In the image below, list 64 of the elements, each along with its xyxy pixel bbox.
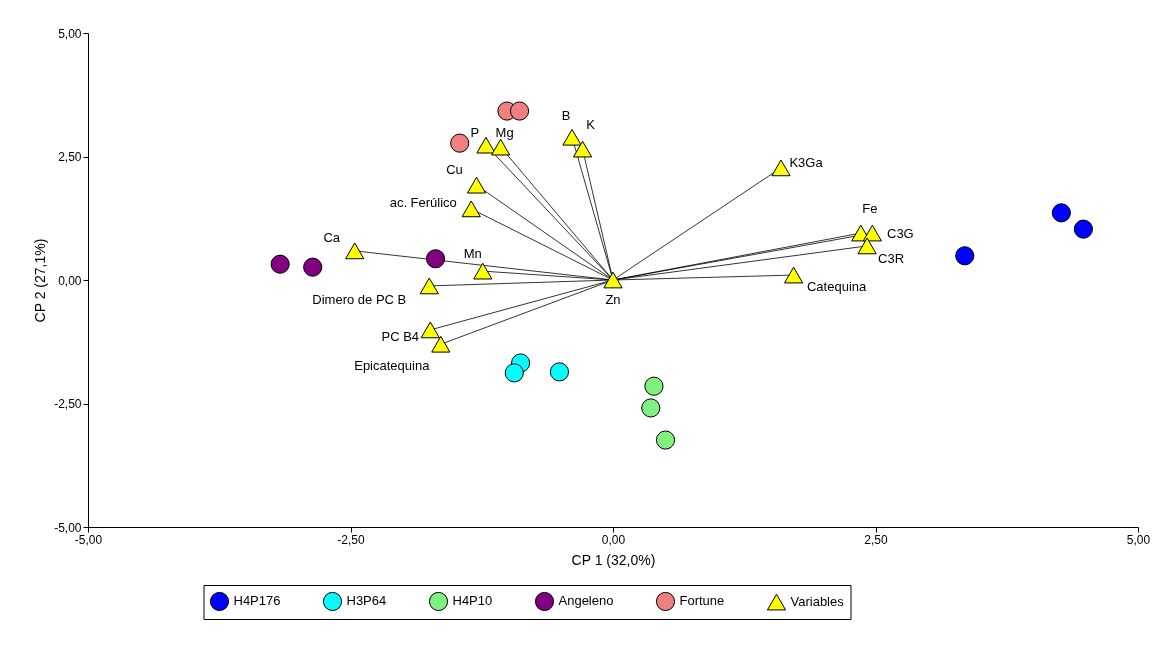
data-label: C3R (878, 250, 905, 266)
x-tick-label: -2,50 (337, 532, 365, 547)
legend-label: Variables (790, 594, 845, 610)
point (562, 128, 582, 146)
point (641, 398, 661, 418)
point (955, 246, 975, 266)
legend-label: Fortune (679, 593, 725, 609)
y-tick-label: 0,00 (58, 273, 82, 288)
x-tick-label: 2,50 (864, 532, 888, 547)
legend-label: H4P176 (233, 593, 281, 609)
data-label: PC B4 (381, 328, 420, 344)
data-label: Mn (463, 246, 482, 262)
legend-label: H4P10 (452, 593, 493, 609)
point (461, 200, 481, 218)
point (1051, 203, 1071, 223)
point (771, 159, 791, 177)
data-label: ac. Ferúlico (389, 194, 457, 210)
data-label: B (561, 108, 571, 124)
y-tick-label: -2,50 (54, 397, 82, 411)
x-tick-label: 0,00 (601, 532, 626, 547)
legend-label: Angeleno (558, 593, 614, 609)
point (862, 224, 882, 242)
data-label: Catequina (806, 279, 867, 295)
data-label: Cu (446, 162, 463, 178)
point (419, 277, 439, 295)
point (857, 237, 877, 255)
x-tick-label: -5,00 (74, 532, 103, 547)
y-tick-label: -5,00 (54, 520, 82, 535)
point (450, 133, 470, 153)
point (473, 262, 493, 280)
data-label: P (470, 125, 480, 141)
y-axis-title: CP 2 (27,1%) (32, 238, 49, 323)
point (270, 254, 290, 274)
point (784, 266, 804, 284)
point (644, 376, 664, 396)
point (476, 136, 496, 154)
point (431, 335, 451, 353)
point (420, 321, 440, 339)
data-label: K3Ga (789, 154, 824, 170)
y-tick-label: 2,50 (58, 150, 82, 164)
data-label: Zn (605, 292, 621, 307)
point (466, 176, 487, 194)
point (345, 242, 365, 260)
point (1073, 219, 1093, 239)
data-label: C3G (886, 226, 914, 242)
data-label: K (586, 117, 596, 133)
point (572, 140, 593, 158)
data-label: Mg (495, 125, 514, 141)
data-label: Fe (862, 201, 878, 217)
x-axis-title: CP 1 (32,0%) (571, 551, 656, 568)
point (425, 249, 446, 269)
legend-label: H3P64 (346, 593, 387, 609)
point (509, 101, 530, 121)
data-label: Ca (323, 229, 341, 245)
point (603, 271, 623, 289)
point (655, 430, 676, 450)
point (303, 257, 323, 277)
point (504, 363, 524, 383)
x-tick-label: 5,00 (1126, 532, 1151, 547)
data-label: Dimero de PC B (312, 291, 407, 307)
y-tick-label: 5,00 (58, 26, 82, 41)
point (549, 362, 570, 382)
data-label: Epicatequina (354, 358, 431, 374)
point (491, 138, 511, 156)
